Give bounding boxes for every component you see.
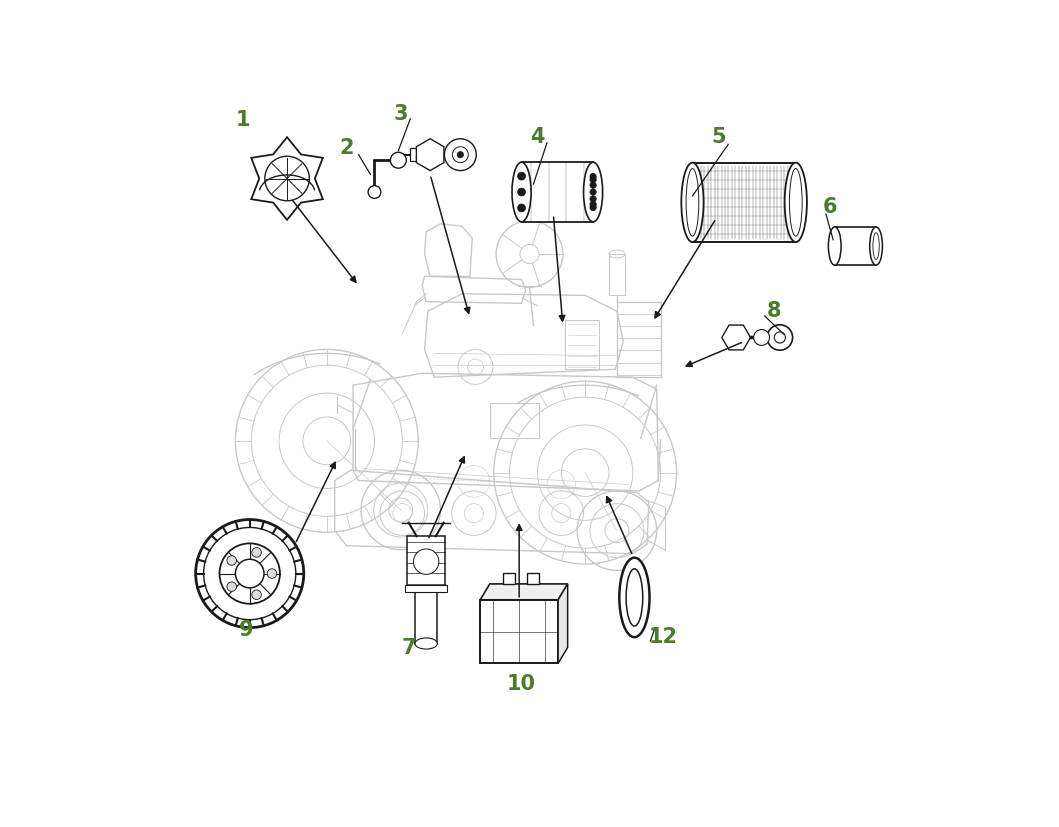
Polygon shape xyxy=(416,140,444,171)
Text: 2: 2 xyxy=(340,137,354,157)
Circle shape xyxy=(590,202,596,208)
Ellipse shape xyxy=(828,227,841,265)
Bar xyxy=(406,586,447,592)
Ellipse shape xyxy=(681,164,703,243)
Circle shape xyxy=(227,582,236,591)
Circle shape xyxy=(518,189,525,197)
Circle shape xyxy=(518,173,525,181)
Circle shape xyxy=(590,174,596,180)
Circle shape xyxy=(590,205,596,212)
Ellipse shape xyxy=(584,163,603,222)
Bar xyxy=(503,573,515,584)
Bar xyxy=(480,600,558,663)
Polygon shape xyxy=(558,584,568,663)
Circle shape xyxy=(235,560,264,588)
Circle shape xyxy=(413,549,438,575)
Circle shape xyxy=(774,332,786,344)
Text: 3: 3 xyxy=(394,103,408,123)
Bar xyxy=(410,149,425,162)
Text: 9: 9 xyxy=(238,619,253,639)
Bar xyxy=(609,255,625,296)
Circle shape xyxy=(457,152,464,159)
Circle shape xyxy=(590,177,596,184)
Circle shape xyxy=(590,189,596,196)
Circle shape xyxy=(767,325,792,351)
Ellipse shape xyxy=(785,164,807,243)
Circle shape xyxy=(203,528,295,620)
Ellipse shape xyxy=(626,569,643,626)
Bar xyxy=(527,573,539,584)
Bar xyxy=(407,537,445,588)
Text: 7: 7 xyxy=(401,638,416,657)
Ellipse shape xyxy=(415,638,437,649)
Circle shape xyxy=(445,140,477,171)
Bar xyxy=(834,227,876,265)
Circle shape xyxy=(267,569,276,579)
Circle shape xyxy=(452,147,468,164)
Circle shape xyxy=(369,186,381,199)
Text: 1: 1 xyxy=(236,110,251,130)
Text: 8: 8 xyxy=(767,300,782,320)
Circle shape xyxy=(518,205,525,213)
Ellipse shape xyxy=(620,558,649,638)
Circle shape xyxy=(590,197,596,203)
Bar xyxy=(489,404,539,439)
Text: 6: 6 xyxy=(823,197,838,217)
Ellipse shape xyxy=(511,163,532,222)
Circle shape xyxy=(196,520,304,628)
Circle shape xyxy=(219,543,280,604)
Polygon shape xyxy=(480,584,568,600)
Bar xyxy=(521,163,593,222)
Circle shape xyxy=(590,183,596,189)
Polygon shape xyxy=(251,138,323,221)
Circle shape xyxy=(265,157,309,202)
Circle shape xyxy=(754,330,770,346)
Bar xyxy=(415,588,437,643)
Text: 10: 10 xyxy=(507,673,536,693)
Polygon shape xyxy=(722,326,751,351)
Circle shape xyxy=(252,548,262,557)
Circle shape xyxy=(227,556,236,566)
Text: 12: 12 xyxy=(648,626,678,646)
Circle shape xyxy=(252,590,262,600)
Text: 4: 4 xyxy=(531,127,544,147)
Circle shape xyxy=(391,153,407,169)
Bar xyxy=(566,321,598,370)
Bar xyxy=(693,164,795,243)
Ellipse shape xyxy=(869,227,882,265)
Text: 5: 5 xyxy=(712,127,726,147)
